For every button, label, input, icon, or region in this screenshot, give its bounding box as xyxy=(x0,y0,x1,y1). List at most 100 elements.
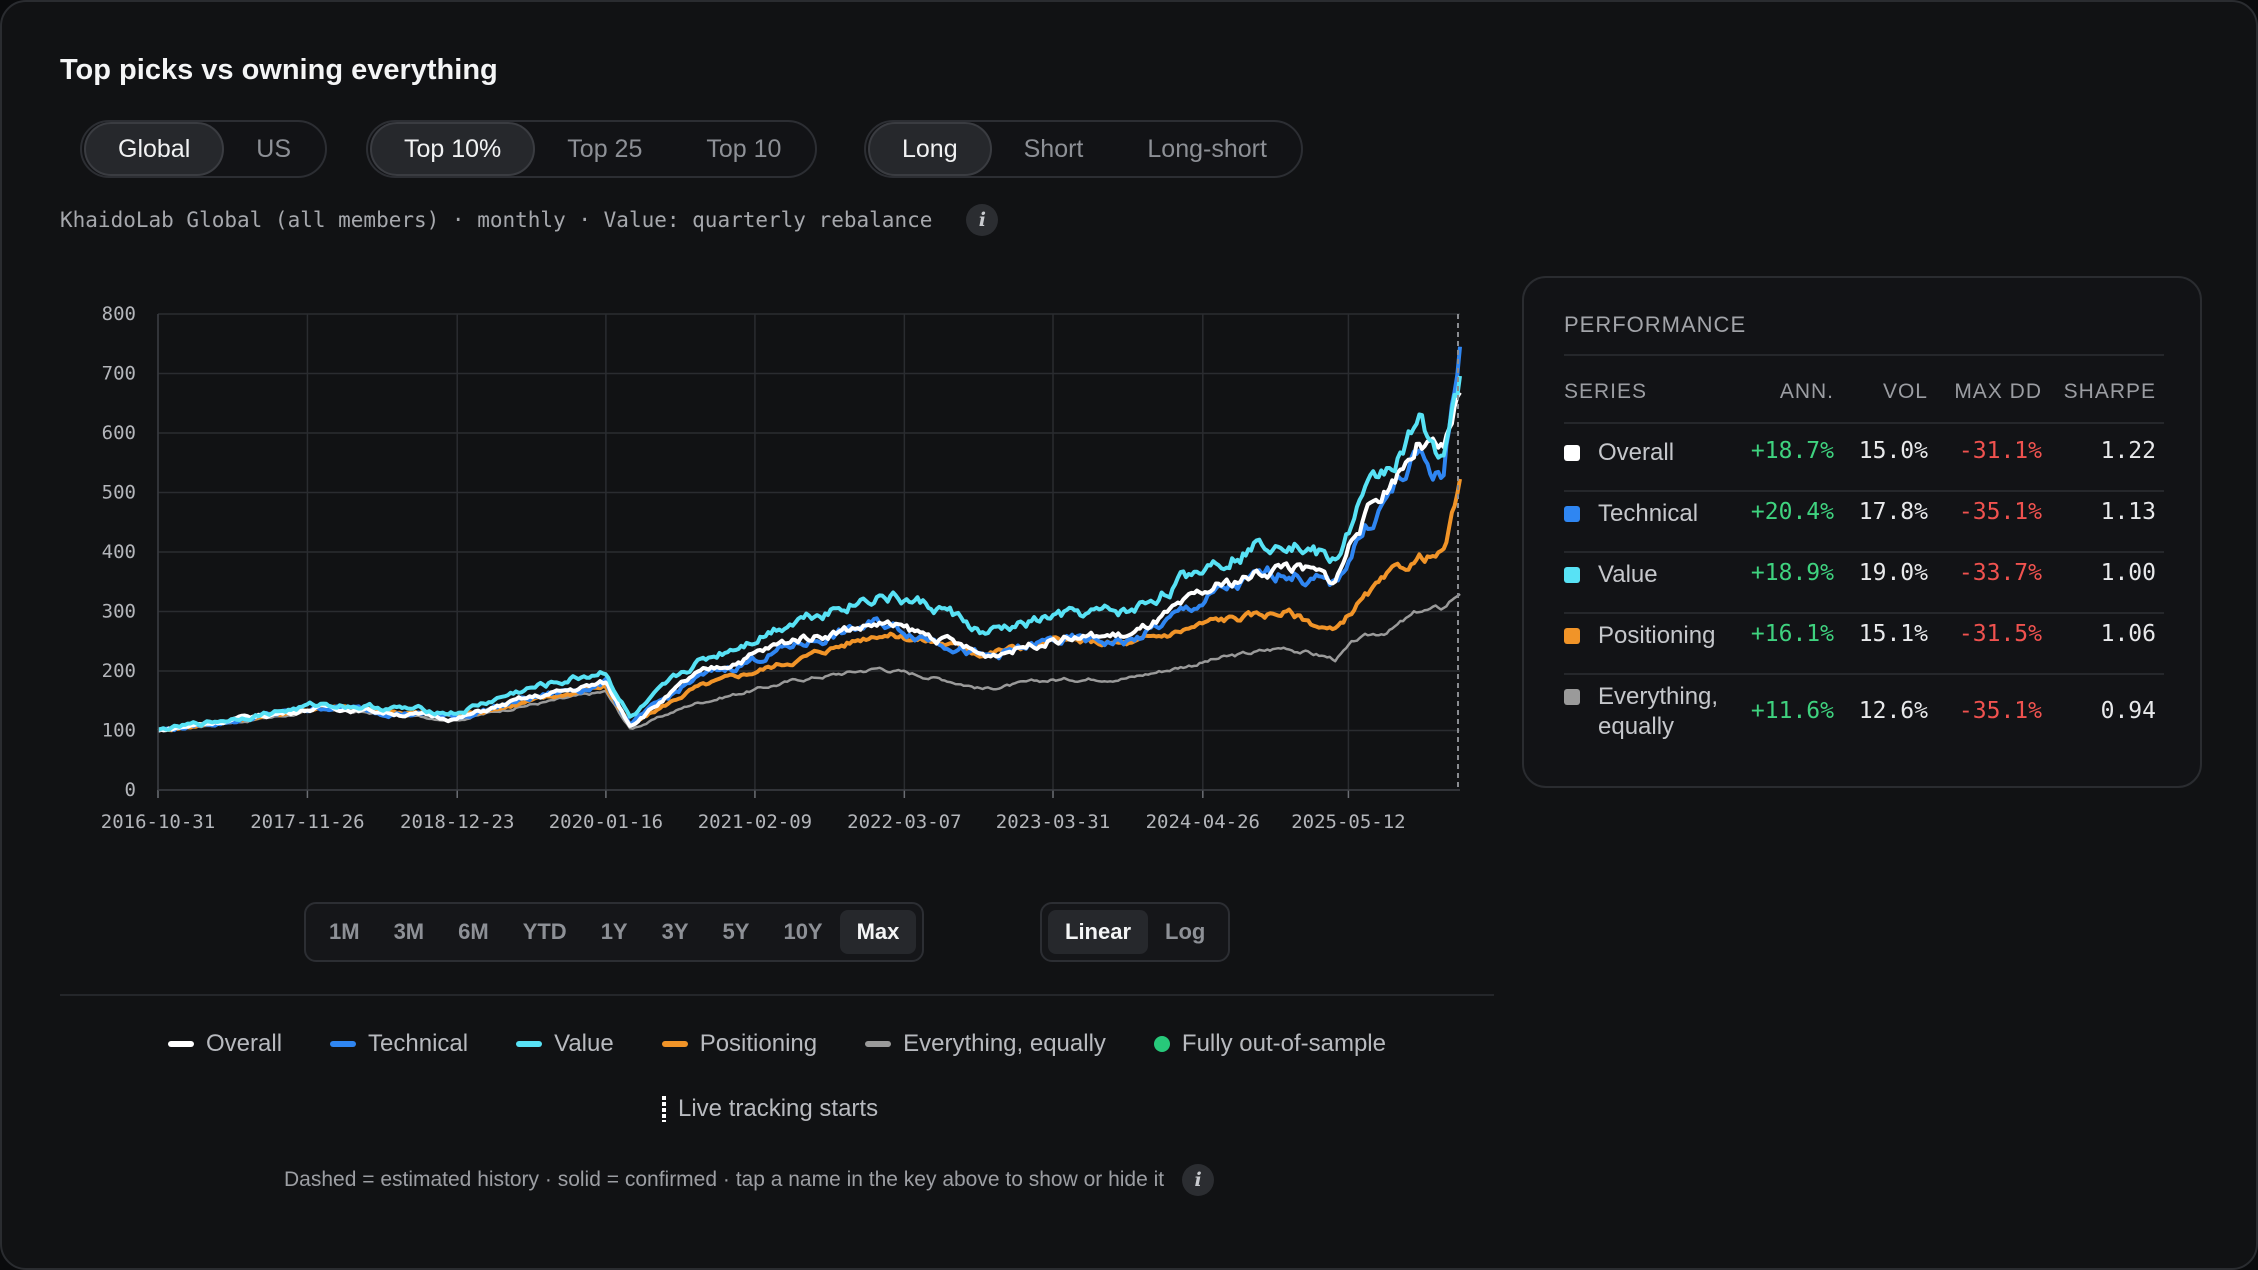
range-5y-button[interactable]: 5Y xyxy=(722,919,750,944)
legend-swatch xyxy=(330,1041,357,1047)
series-name: Value xyxy=(1564,560,1658,590)
performance-row-positioning: Positioning +16.1% 15.1% -31.5% 1.06 xyxy=(1564,621,2156,681)
side-option-short[interactable]: Short xyxy=(1023,134,1084,163)
y-tick-label: 300 xyxy=(102,601,136,623)
ann-value: +11.6% xyxy=(1750,698,1834,724)
scale-linear-button[interactable]: Linear xyxy=(1048,910,1149,954)
size-toggle: Top 10% Top 25 Top 10 xyxy=(366,120,818,178)
y-tick-label: 600 xyxy=(102,422,136,444)
y-tick-label: 700 xyxy=(102,363,136,385)
universe-option-us[interactable]: US xyxy=(256,134,291,163)
range-10y-button[interactable]: 10Y xyxy=(783,919,823,944)
out-of-sample-dot xyxy=(1153,1036,1170,1052)
universe-option-global[interactable]: Global xyxy=(84,122,225,176)
max-dd-value: -31.1% xyxy=(1958,438,2042,464)
scale-selector: Linear Log xyxy=(1040,902,1231,962)
series-line-technical xyxy=(157,346,1462,733)
size-option-top-25[interactable]: Top 25 xyxy=(567,134,643,163)
y-tick-label: 100 xyxy=(102,720,136,742)
series-swatch xyxy=(1564,628,1580,644)
page-title: Top picks vs owning everything xyxy=(60,54,498,86)
performance-header: SERIES ANN. VOL MAX DD SHARPE xyxy=(1564,380,2156,412)
series-line-overall xyxy=(157,391,1462,733)
legend-item-positioning[interactable]: Positioning xyxy=(661,1030,818,1058)
y-tick-label: 0 xyxy=(125,779,136,801)
y-tick-label: 800 xyxy=(102,303,136,325)
sharpe-value: 1.13 xyxy=(2100,499,2156,525)
range-1y-button[interactable]: 1Y xyxy=(600,919,628,944)
range-ytd-button[interactable]: YTD xyxy=(522,919,567,944)
legend-item-value[interactable]: Value xyxy=(516,1030,614,1058)
y-tick-label: 400 xyxy=(102,541,136,563)
performance-divider xyxy=(1564,612,2164,614)
performance-row-technical: Technical +20.4% 17.8% -35.1% 1.13 xyxy=(1564,499,2156,559)
y-tick-label: 200 xyxy=(102,660,136,682)
performance-title: PERFORMANCE xyxy=(1564,312,1747,337)
performance-row-everything-equally: Everything, equally +11.6% 12.6% -35.1% … xyxy=(1564,682,2156,762)
size-option-top-10[interactable]: Top 10 xyxy=(706,134,782,163)
vol-value: 12.6% xyxy=(1858,698,1928,724)
legend-label: Everything, equally xyxy=(903,1030,1106,1057)
sharpe-value: 1.00 xyxy=(2100,560,2156,586)
chart-legend: Overall Technical Value Positioning Ever… xyxy=(2,1030,1552,1058)
y-tick-label: 500 xyxy=(102,482,136,504)
range-3y-button[interactable]: 3Y xyxy=(661,919,689,944)
performance-row-overall: Overall +18.7% 15.0% -31.1% 1.22 xyxy=(1564,438,2156,498)
x-tick-label: 2021-02-09 xyxy=(698,811,812,833)
series-swatch xyxy=(1564,506,1580,522)
performance-divider xyxy=(1564,673,2164,675)
header-max-dd: MAX DD xyxy=(1954,380,2042,403)
live-tracking-marker-icon xyxy=(662,1096,666,1122)
performance-divider xyxy=(1564,490,2164,492)
series-line-positioning xyxy=(157,478,1462,734)
range-3m-button[interactable]: 3M xyxy=(393,919,425,944)
universe-toggle: Global US xyxy=(80,120,327,178)
x-tick-label: 2017-11-26 xyxy=(250,811,364,833)
x-tick-label: 2023-03-31 xyxy=(996,811,1110,833)
scale-log-button[interactable]: Log xyxy=(1165,919,1206,944)
ann-value: +20.4% xyxy=(1750,499,1834,525)
sharpe-value: 0.94 xyxy=(2100,698,2156,724)
legend-label: Live tracking starts xyxy=(678,1095,879,1122)
legend-item-overall[interactable]: Overall xyxy=(168,1030,282,1058)
legend-item-live-tracking: Live tracking starts xyxy=(662,1095,878,1123)
sharpe-value: 1.06 xyxy=(2100,621,2156,647)
chart-grid xyxy=(157,313,1460,791)
legend-label: Technical xyxy=(368,1030,469,1057)
performance-divider xyxy=(1564,354,2164,356)
chart-series xyxy=(157,346,1462,734)
range-selector: 1M 3M 6M YTD 1Y 3Y 5Y 10Y Max xyxy=(304,902,925,962)
legend-swatch xyxy=(865,1041,892,1047)
header-ann: ANN. xyxy=(1779,380,1834,403)
dataset-subtitle: KhaidoLab Global (all members) · monthly… xyxy=(60,204,999,236)
series-name: Overall xyxy=(1564,438,1674,468)
header-series: SERIES xyxy=(1564,380,1648,403)
header-vol: VOL xyxy=(1882,380,1928,403)
range-1m-button[interactable]: 1M xyxy=(329,919,360,944)
info-icon[interactable]: i xyxy=(966,204,999,236)
range-6m-button[interactable]: 6M xyxy=(458,919,489,944)
legend-item-everything-equally[interactable]: Everything, equally xyxy=(865,1030,1106,1058)
vol-value: 15.0% xyxy=(1858,438,1928,464)
legend-swatch xyxy=(516,1041,543,1047)
legend-label: Fully out-of-sample xyxy=(1181,1030,1386,1057)
section-divider xyxy=(60,994,1494,996)
range-max-button[interactable]: Max xyxy=(839,910,917,954)
x-tick-label: 2024-04-26 xyxy=(1146,811,1260,833)
series-swatch xyxy=(1564,445,1580,461)
header-sharpe: SHARPE xyxy=(2063,380,2156,403)
side-option-long-short[interactable]: Long-short xyxy=(1147,134,1267,163)
side-toggle: Long Short Long-short xyxy=(864,120,1303,178)
side-option-long[interactable]: Long xyxy=(868,122,992,176)
line-chart: 0 100 200 300 400 500 600 700 800 2016-10-31 2017-… xyxy=(101,303,1462,833)
series-name: Everything, equally xyxy=(1564,682,1732,742)
series-line-value xyxy=(157,375,1462,732)
info-icon[interactable]: i xyxy=(1182,1164,1215,1196)
legend-item-technical[interactable]: Technical xyxy=(330,1030,468,1058)
x-tick-label: 2016-10-31 xyxy=(101,811,215,833)
footnote-text: Dashed = estimated history · solid = con… xyxy=(284,1168,1165,1191)
size-option-top-10pct[interactable]: Top 10% xyxy=(370,122,536,176)
ann-value: +18.7% xyxy=(1750,438,1834,464)
legend-label: Positioning xyxy=(699,1030,818,1057)
